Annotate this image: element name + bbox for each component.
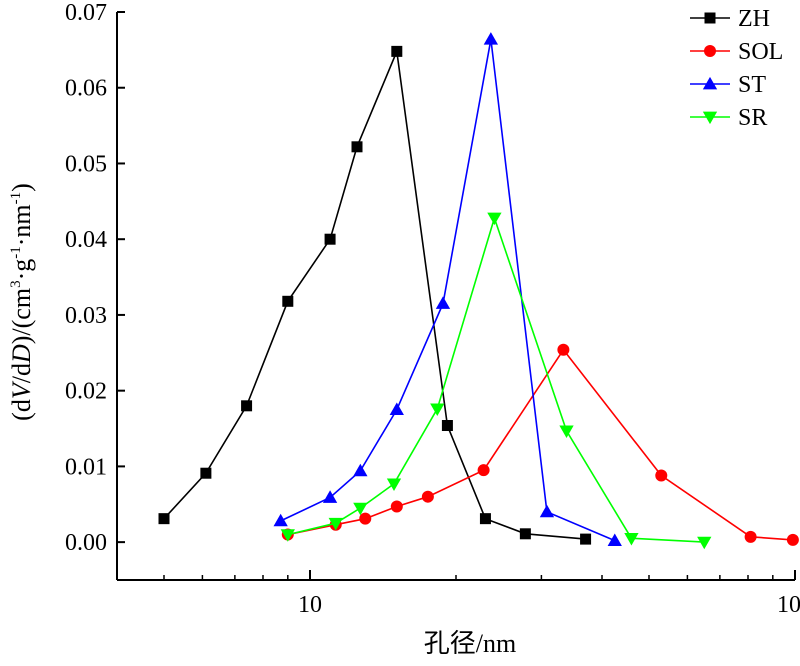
series-st	[273, 32, 622, 546]
data-point	[655, 469, 668, 482]
series-sr	[280, 212, 712, 550]
y-axis-title-part: -1	[8, 192, 24, 205]
legend-label: ZH	[738, 6, 770, 32]
data-point	[353, 463, 368, 477]
data-point	[487, 212, 502, 226]
x-tick-label: 10	[298, 592, 322, 618]
data-point	[351, 141, 363, 153]
series-line	[287, 215, 705, 543]
y-tick-label: 0.03	[65, 303, 107, 329]
data-point	[282, 295, 294, 307]
data-point	[353, 502, 368, 516]
y-tick-label: 0.05	[65, 151, 107, 177]
axes: 0.00 0.01 0.02 0.03 0.04 0.05 0.06 0.07 10 100	[65, 0, 800, 618]
data-point	[607, 533, 622, 546]
series-zh	[158, 45, 592, 545]
y-tick-label: 0.01	[65, 454, 107, 480]
data-point	[479, 513, 491, 525]
data-point	[483, 32, 499, 45]
y-axis-title-part: D	[7, 344, 36, 364]
data-point	[539, 504, 555, 518]
data-point	[430, 403, 445, 416]
data-point	[704, 45, 716, 57]
y-axis-title-part: )	[7, 183, 36, 192]
data-point	[241, 400, 253, 412]
legend-label: SOL	[738, 39, 783, 65]
series-line	[287, 348, 793, 541]
series-group	[158, 32, 799, 550]
y-tick-label: 0.00	[65, 530, 107, 556]
legend-label: SR	[738, 105, 767, 131]
data-point	[324, 233, 336, 245]
x-axis-title: 孔径/nm	[424, 629, 516, 658]
legend-item-st: ST	[690, 72, 766, 98]
y-axis-title-part: 3	[8, 280, 24, 288]
data-point	[391, 45, 403, 57]
data-point	[280, 529, 295, 542]
data-point	[200, 467, 212, 479]
data-point	[557, 343, 570, 356]
legend-item-zh: ZH	[690, 6, 770, 32]
y-axis-title-part: ·nm	[7, 204, 36, 246]
y-tick-label: 0.07	[65, 0, 107, 26]
y-axis-title-part: V	[7, 380, 36, 399]
y-tick-label: 0.04	[65, 227, 107, 253]
y-axis-title: (dV/dD)/(cm3·g-1·nm-1)	[7, 183, 36, 421]
data-point	[580, 533, 592, 545]
data-point	[624, 532, 639, 546]
y-tick-label: 0.02	[65, 379, 107, 405]
y-axis-title-part: (d	[7, 399, 36, 421]
data-point	[386, 478, 402, 491]
data-point	[389, 402, 404, 415]
series-sol	[281, 343, 799, 546]
legend: ZH SOL ST SR	[690, 6, 783, 131]
data-point	[421, 490, 434, 503]
data-point	[744, 530, 757, 543]
data-point	[359, 512, 372, 525]
data-point	[519, 528, 531, 540]
series-line	[280, 39, 616, 542]
y-axis-title-part: ·g	[7, 259, 36, 281]
legend-item-sol: SOL	[690, 39, 783, 65]
x-tick-label: 100	[777, 592, 800, 618]
series-line	[163, 48, 586, 540]
data-point	[273, 513, 288, 527]
data-point	[322, 490, 338, 503]
data-point	[559, 425, 574, 438]
y-axis-title-part: )/(cm	[7, 288, 36, 344]
data-point	[328, 517, 343, 531]
legend-item-sr: SR	[690, 105, 767, 131]
data-point	[435, 296, 451, 309]
data-point	[702, 111, 718, 125]
data-point	[697, 536, 712, 550]
data-point	[704, 12, 716, 24]
y-axis-title-part: /d	[7, 363, 36, 383]
data-point	[786, 533, 799, 546]
data-point	[477, 464, 490, 477]
legend-label: ST	[738, 72, 766, 98]
y-tick-label: 0.06	[65, 76, 107, 102]
y-axis-title-part: -1	[8, 246, 24, 259]
data-point	[390, 500, 403, 513]
data-point	[441, 420, 453, 432]
data-point	[158, 513, 170, 525]
data-point	[702, 76, 718, 90]
